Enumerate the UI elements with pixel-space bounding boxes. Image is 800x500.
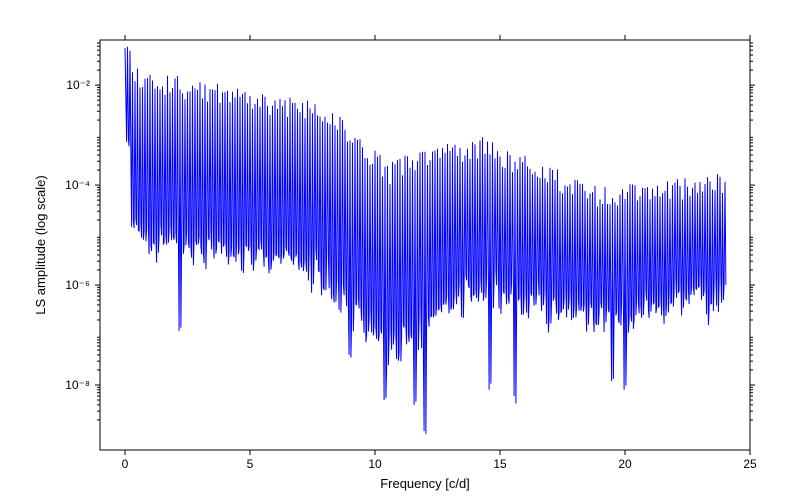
x-tick-label: 15 — [493, 457, 507, 471]
x-tick-label: 10 — [368, 457, 382, 471]
x-tick-label: 20 — [618, 457, 632, 471]
x-axis-label: Frequency [c/d] — [380, 476, 470, 491]
y-tick-label: 10⁻⁸ — [65, 378, 90, 392]
chart-container: 0 5 10 15 20 25 10⁻⁸ 10⁻⁶ 10⁻⁴ 10⁻² Frequency [c/d… — [0, 0, 800, 500]
x-tick-label: 5 — [247, 457, 254, 471]
periodogram-chart: 0 5 10 15 20 25 10⁻⁸ 10⁻⁶ 10⁻⁴ 10⁻² Frequency [c/d… — [0, 0, 800, 500]
y-tick-label: 10⁻⁴ — [65, 178, 90, 192]
y-tick-label: 10⁻⁶ — [65, 278, 90, 292]
y-axis-label: LS amplitude (log scale) — [33, 175, 48, 314]
spectrum-line — [125, 47, 726, 434]
x-tick-label: 25 — [743, 457, 757, 471]
y-tick-label: 10⁻² — [66, 78, 90, 92]
x-tick-label: 0 — [122, 457, 129, 471]
